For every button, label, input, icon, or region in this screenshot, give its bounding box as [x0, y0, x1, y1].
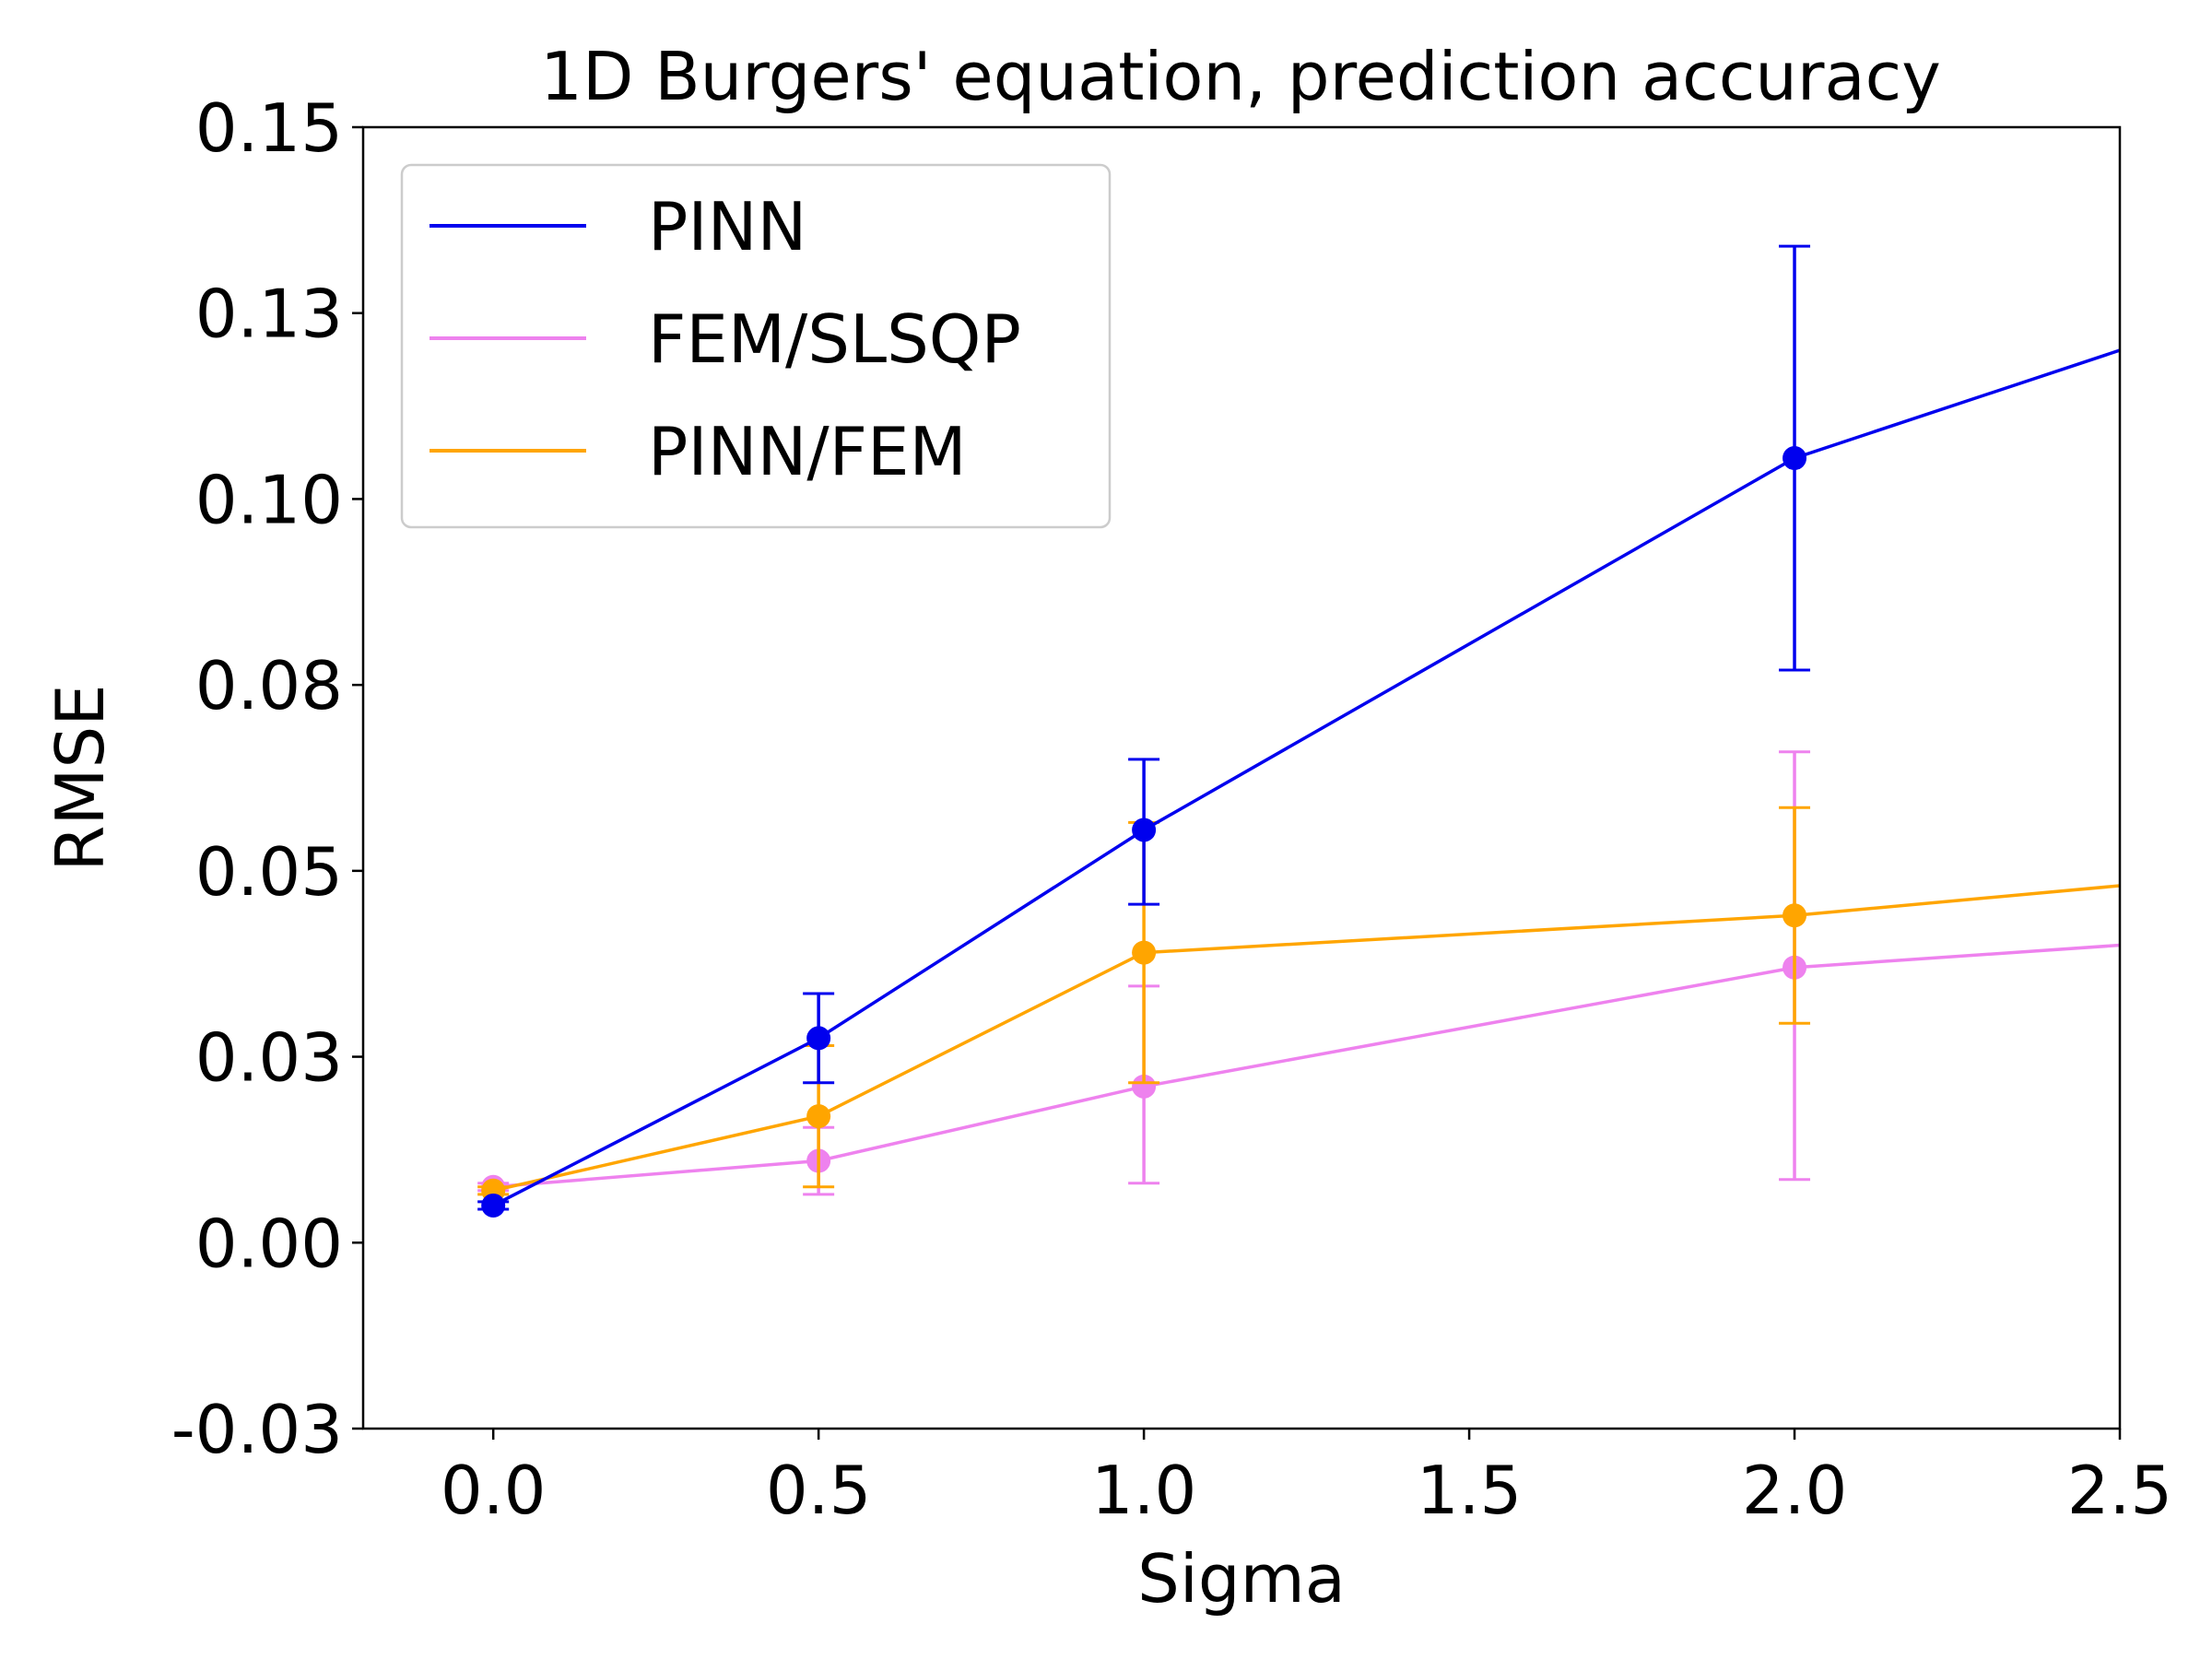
x-tick-labels: 0.0 0.5 1.0 1.5 2.0 2.5: [441, 1452, 2172, 1529]
x-tick-label: 2.0: [1742, 1452, 1848, 1529]
data-point: [806, 1104, 831, 1129]
data-point: [1132, 1074, 1157, 1099]
data-point: [1132, 818, 1157, 842]
y-tick-label: 0.05: [195, 833, 343, 911]
y-tick-label: -0.03: [171, 1391, 343, 1468]
series-pinn-fem: [477, 806, 2120, 1203]
x-tick-label: 1.5: [1417, 1452, 1523, 1529]
y-tick-label: 0.08: [195, 647, 343, 724]
y-tick-label: 0.00: [195, 1205, 343, 1282]
x-tick-label: 0.0: [441, 1452, 547, 1529]
x-tick-label: 1.0: [1091, 1452, 1197, 1529]
x-tick-label: 0.5: [766, 1452, 872, 1529]
plot-frame: [361, 125, 2122, 1430]
data-point: [481, 1193, 506, 1218]
y-tick-label: 0.03: [195, 1019, 343, 1097]
y-tick-label: 0.15: [195, 89, 343, 167]
chart-title: 1D Burgers' equation, prediction accurac…: [540, 38, 1941, 115]
legend-label: PINN: [648, 188, 806, 265]
x-axis-title: Sigma: [1137, 1540, 1346, 1618]
legend-box: [400, 163, 1112, 529]
y-axis-title: RMSE: [41, 684, 119, 871]
data-point: [806, 1026, 831, 1051]
y-tick-label: 0.13: [195, 276, 343, 353]
axis-ticks: [352, 125, 2122, 1440]
data-point: [1783, 446, 1807, 471]
series-pinn: [477, 244, 2120, 1218]
x-tick-label: 2.5: [2067, 1452, 2173, 1529]
data-point: [1783, 903, 1807, 928]
y-tick-labels: -0.03 0.00 0.03 0.05 0.08 0.10 0.13 0.15: [171, 89, 343, 1468]
legend-label: FEM/SLSQP: [648, 300, 1021, 378]
y-tick-label: 0.10: [195, 461, 343, 538]
data-point: [1132, 940, 1157, 965]
legend: PINN FEM/SLSQP PINN/FEM: [400, 163, 1112, 529]
legend-label: PINN/FEM: [648, 413, 967, 490]
series-layer: [477, 244, 2120, 1218]
